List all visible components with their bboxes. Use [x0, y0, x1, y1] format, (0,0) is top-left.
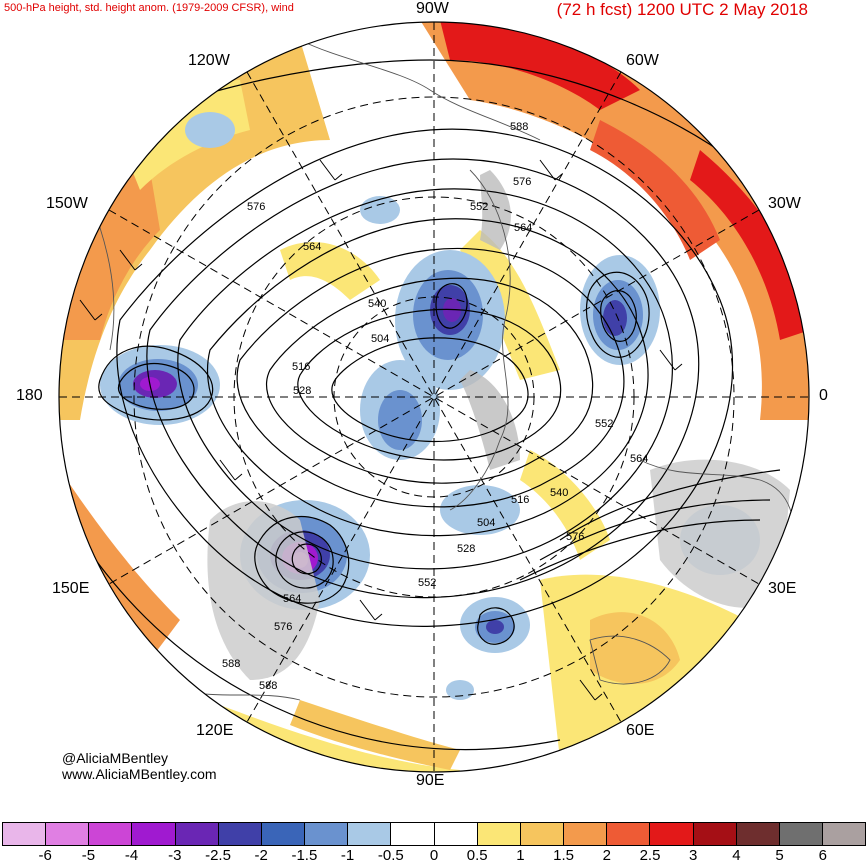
- contour-label: 576: [566, 531, 584, 543]
- colorbar-tick-label: 6: [818, 847, 827, 864]
- colorbar-tick-label: -1: [340, 847, 355, 864]
- contour-label: 504: [477, 517, 495, 529]
- contour-label-group: 588 576 552 564 576 564 540 504 516 528 …: [222, 121, 648, 692]
- contour-label: 516: [511, 494, 529, 506]
- colorbar-tick-label: -2: [254, 847, 268, 864]
- contour-label: 576: [513, 176, 531, 188]
- longitude-label-180: 180: [16, 387, 43, 404]
- longitude-label-120e: 120E: [196, 722, 234, 739]
- colorbar-tick-label: -6: [38, 847, 52, 864]
- longitude-label-30w: 30W: [768, 195, 801, 212]
- contour-label: 552: [595, 418, 613, 430]
- colorbar-tick-label: 5: [775, 847, 784, 864]
- contour-label: 564: [630, 453, 648, 465]
- longitude-label-60e: 60E: [626, 722, 655, 739]
- colorbar-tick-label: -2.5: [205, 847, 231, 864]
- colorbar-swatch: [736, 823, 780, 845]
- graticule: [59, 22, 809, 772]
- longitude-label-120w: 120W: [188, 52, 230, 69]
- longitude-label-150e: 150E: [52, 580, 90, 597]
- wind-barbs: [79, 99, 763, 701]
- colorbar-swatch: [564, 823, 608, 845]
- colorbar-swatch: [391, 823, 435, 845]
- longitude-label-90w: 90W: [416, 0, 449, 17]
- author-website: www.AliciaMBentley.com: [62, 766, 217, 782]
- map-title: 500-hPa height, std. height anom. (1979-…: [4, 2, 294, 14]
- colorbar-swatch: [779, 823, 823, 845]
- colorbar-swatch: [822, 823, 866, 845]
- colorbar-swatch: [132, 823, 176, 845]
- colorbar-tick-label: -0.5: [377, 847, 404, 864]
- longitude-label-0: 0: [819, 387, 828, 404]
- colorbar-tick-label: 3: [689, 847, 698, 864]
- contour-label: 504: [371, 333, 389, 345]
- contour-label: 564: [514, 222, 532, 234]
- contour-label: 588: [222, 658, 240, 670]
- colorbar-tick-label: -5: [81, 847, 96, 864]
- colorbar-swatch: [305, 823, 349, 845]
- contour-label: 552: [470, 201, 488, 213]
- colorbar-swatch: [693, 823, 737, 845]
- contour-label: 528: [457, 543, 475, 555]
- colorbar-tick-label: 2: [602, 847, 611, 864]
- colorbar-swatch: [434, 823, 478, 845]
- contour-label: 528: [293, 385, 311, 397]
- contour-label: 516: [292, 361, 310, 373]
- longitude-label-60w: 60W: [626, 52, 659, 69]
- colorbar-swatch: [46, 823, 90, 845]
- contour-label: 540: [368, 298, 386, 310]
- contour-label: 564: [303, 241, 321, 253]
- colorbar-tick-label: -1.5: [291, 847, 318, 864]
- colorbar-swatch: [89, 823, 133, 845]
- colorbar-tick-label: 2.5: [639, 847, 661, 864]
- longitude-label-30e: 30E: [768, 580, 797, 597]
- colorbar-tick-label: 0.5: [466, 847, 488, 864]
- longitude-label-150w: 150W: [46, 195, 88, 212]
- colorbar-swatch: [175, 823, 219, 845]
- colorbar-swatch: [650, 823, 694, 845]
- contour-label: 588: [510, 121, 528, 133]
- contour-label: 576: [274, 621, 292, 633]
- colorbar-swatch: [348, 823, 392, 845]
- map-boundary: [58, 21, 810, 773]
- contour-label: 540: [550, 487, 568, 499]
- colorbar-tick-label: 1.5: [553, 847, 575, 864]
- colorbar-swatch: [477, 823, 521, 845]
- contour-label: 576: [247, 201, 265, 213]
- colorbar: [2, 822, 866, 846]
- colorbar-tick-label: -3: [168, 847, 182, 864]
- colorbar-tick-label: 4: [732, 847, 741, 864]
- colorbar-swatch: [218, 823, 262, 845]
- author-handle: @AliciaMBentley: [62, 750, 169, 766]
- colorbar-swatch: [3, 823, 47, 845]
- colorbar-tick-label: 1: [516, 847, 525, 864]
- colorbar-swatch: [607, 823, 651, 845]
- contour-label: 552: [418, 577, 436, 589]
- colorbar-swatch: [261, 823, 306, 845]
- colorbar-swatch: [520, 823, 565, 845]
- terrain-mask: [207, 170, 790, 680]
- colorbar-tick-label: -4: [124, 847, 139, 864]
- contour-label: 564: [283, 593, 301, 605]
- colorbar-tick-label: 0: [429, 847, 439, 864]
- forecast-time-title: (72 h fcst) 1200 UTC 2 May 2018: [556, 0, 808, 19]
- contour-label: 588: [259, 680, 277, 692]
- longitude-label-90e: 90E: [416, 772, 445, 789]
